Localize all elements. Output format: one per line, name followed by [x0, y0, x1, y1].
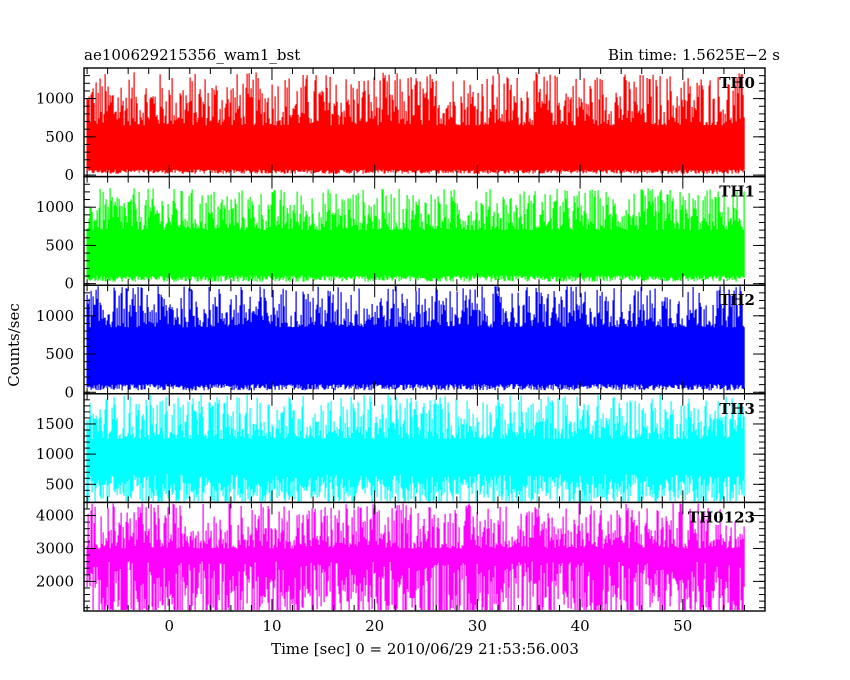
panel-th0: 0 500 1000 TH0	[36, 67, 766, 184]
x-tick-label: 40	[571, 617, 590, 635]
y-tick-label: 500	[45, 475, 74, 493]
series-core	[87, 442, 745, 466]
panel-label: TH1	[719, 183, 755, 201]
panel-label: TH2	[719, 291, 755, 309]
series-core	[87, 129, 745, 169]
x-tick-label: 0	[164, 617, 174, 635]
panel-label: TH0	[719, 74, 755, 92]
y-tick-label: 0	[64, 166, 74, 184]
series-core	[87, 233, 745, 274]
x-tick-label: 20	[365, 617, 384, 635]
x-tick-label: 10	[262, 617, 281, 635]
x-tick-label: 50	[673, 617, 692, 635]
x-tick-label: 30	[468, 617, 487, 635]
y-tick-label: 1500	[36, 415, 74, 433]
y-axis-label: Counts/sec	[5, 303, 23, 387]
y-tick-label: 2000	[36, 572, 74, 590]
series-core	[87, 331, 745, 383]
series-th0123	[86, 503, 745, 610]
panel-th3: 500 1000 1500 TH3	[36, 393, 766, 504]
y-tick-label: 500	[45, 128, 74, 146]
y-tick-label: 500	[45, 345, 74, 363]
x-axis-label: Time [sec] 0 = 2010/06/29 21:53:56.003	[271, 640, 579, 658]
panel-th2: 0 500 1000 TH2	[36, 284, 766, 401]
y-tick-label: 3000	[36, 539, 74, 557]
panels: 05001000TH005001000TH105001000TH25001000…	[36, 67, 766, 635]
y-tick-label: 1000	[36, 307, 74, 325]
y-tick-label: 0	[64, 275, 74, 293]
panel-th0123: 2000 3000 4000 TH0123	[36, 501, 766, 612]
y-tick-label: 500	[45, 236, 74, 254]
right-title: Bin time: 1.5625E−2 s	[608, 46, 780, 64]
y-tick-label: 1000	[36, 445, 74, 463]
panel-label: TH0123	[688, 508, 755, 526]
y-tick-label: 0	[64, 383, 74, 401]
y-tick-label: 4000	[36, 507, 74, 525]
left-title: ae100629215356_wam1_bst	[84, 46, 300, 64]
y-tick-label: 1000	[36, 198, 74, 216]
y-tick-label: 1000	[36, 90, 74, 108]
panel-label: TH3	[719, 400, 755, 418]
panel-frame	[83, 501, 766, 612]
panel-th1: 0 500 1000 TH1	[36, 175, 766, 293]
